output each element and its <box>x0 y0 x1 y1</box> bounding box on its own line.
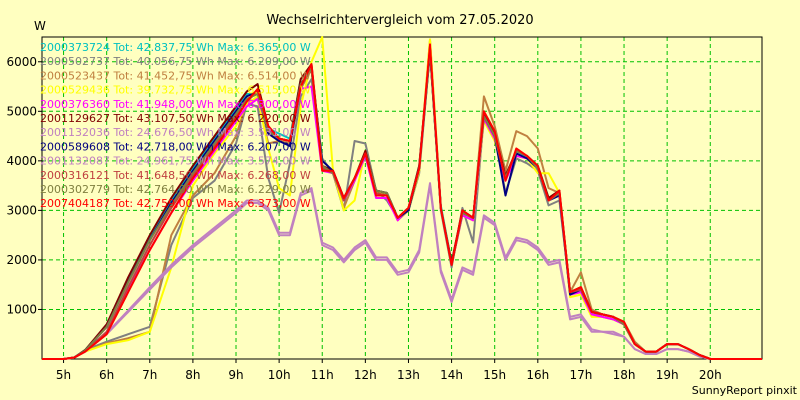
y-tick-label-0: 1000 <box>6 302 37 316</box>
plot-area <box>42 37 762 359</box>
footer-credit: SunnyReport pinxit <box>692 384 798 397</box>
x-tick-label-9: 14h <box>440 368 463 382</box>
y-tick-label-4: 5000 <box>6 104 37 118</box>
x-tick-label-3: 8h <box>185 368 200 382</box>
legend-entry-2: 2000523437 Tot: 41.452,75 Wh Max: 6.514,… <box>40 69 311 82</box>
x-tick-label-10: 15h <box>483 368 506 382</box>
x-tick-label-5: 10h <box>268 368 291 382</box>
legend-entry-4: 2000376360 Tot: 41.948,00 Wh Max: 6.300,… <box>40 98 311 111</box>
legend-entry-7: 2000589608 Tot: 42.718,00 Wh Max: 6.207,… <box>40 140 311 153</box>
series-lines <box>42 36 762 360</box>
legend-entry-0: 2000373724 Tot: 42.837,75 Wh Max: 6.365,… <box>40 41 311 54</box>
legend-entry-1: 2000502737 Tot: 40.056,75 Wh Max: 6.209,… <box>40 55 311 68</box>
legend: 2000373724 Tot: 42.837,75 Wh Max: 6.365,… <box>40 41 311 210</box>
axes: 5h 6h 7h 8h 9h 10h 11h 12h 13h 14h 15h 16h 17h 18h 19h… <box>6 36 763 382</box>
legend-entry-8: 2001132087 Tot: 24.961,75 Wh Max: 3.574,… <box>40 155 311 168</box>
legend-entry-9: 2000316121 Tot: 41.648,50 Wh Max: 6.268,… <box>40 169 311 182</box>
series-line-8 <box>42 182 762 360</box>
x-tick-label-11: 16h <box>526 368 549 382</box>
legend-entry-11: 2007404187 Tot: 42.759,00 Wh Max: 6.373,… <box>40 197 311 210</box>
legend-entry-6: 2001132036 Tot: 24.676,50 Wh Max: 3.531,… <box>40 126 311 139</box>
x-tick-label-0: 5h <box>56 368 71 382</box>
x-tick-label-12: 17h <box>569 368 592 382</box>
y-tick-label-2: 3000 <box>6 203 37 217</box>
legend-entry-5: 2001129627 Tot: 43.107,50 Wh Max: 6.220,… <box>40 112 311 125</box>
x-tick-label-2: 7h <box>142 368 157 382</box>
y-axis-unit-label: W <box>34 19 46 33</box>
x-tick-label-6: 11h <box>311 368 334 382</box>
legend-entry-10: 2000302779 Tot: 42.764,00 Wh Max: 6.229,… <box>40 183 311 196</box>
x-tick-label-1: 6h <box>99 368 114 382</box>
plot-background <box>42 37 762 359</box>
x-tick-label-7: 12h <box>354 368 377 382</box>
x-tick-label-14: 19h <box>656 368 679 382</box>
x-tick-label-8: 13h <box>397 368 420 382</box>
plot-frame <box>41 36 763 360</box>
x-tick-label-4: 9h <box>228 368 243 382</box>
x-tick-label-15: 20h <box>699 368 722 382</box>
chart-title: Wechselrichtervergleich vom 27.05.2020 <box>266 13 533 28</box>
series-line-11 <box>42 43 762 360</box>
x-tick-label-13: 18h <box>613 368 636 382</box>
legend-entry-3: 2000529436 Tot: 39.732,75 Wh Max: 6.515,… <box>40 84 311 97</box>
y-tick-label-3: 4000 <box>6 154 37 168</box>
y-tick-label-1: 2000 <box>6 253 37 267</box>
y-tick-label-5: 6000 <box>6 55 37 69</box>
